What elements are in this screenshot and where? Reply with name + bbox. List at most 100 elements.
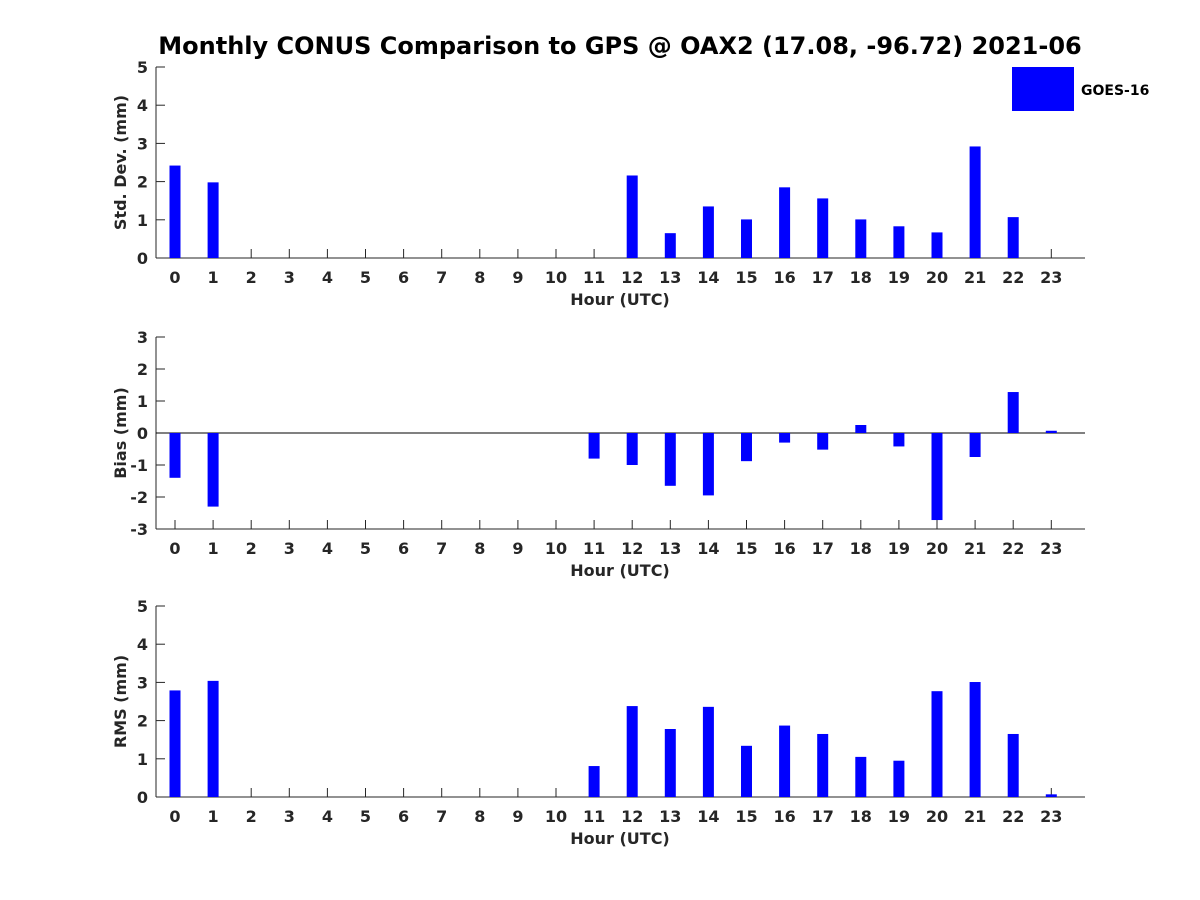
x-tick-label: 15	[735, 268, 757, 287]
bar-std-hour-0	[169, 165, 181, 258]
bar-rms-hour-15	[741, 745, 752, 797]
x-tick-label: 7	[436, 268, 447, 287]
x-tick-label: 1	[208, 268, 219, 287]
bar-bias-hour-20	[931, 433, 943, 521]
bar-bias-hour-1	[207, 433, 219, 507]
x-tick-label: 0	[169, 807, 180, 826]
bar-bias-hour-13	[664, 433, 676, 486]
bar-std-hour-13	[664, 233, 676, 258]
bar-std-hour-21	[969, 146, 981, 258]
y-tick-label: -3	[130, 520, 148, 539]
x-tick-label: 18	[850, 539, 872, 558]
y-tick-label: 3	[137, 134, 148, 153]
bar-bias-hour-21	[969, 433, 981, 457]
x-tick-label: 17	[812, 268, 834, 287]
bar-rms-hour-13	[664, 729, 676, 797]
x-tick-label: 2	[246, 539, 257, 558]
y-tick-label: 2	[137, 173, 148, 192]
y-tick-label: 5	[137, 58, 148, 77]
x-tick-label: 4	[322, 268, 333, 287]
x-tick-label: 10	[545, 268, 567, 287]
x-tick-label: 8	[474, 268, 485, 287]
x-tick-label: 11	[583, 539, 605, 558]
x-tick-label: 20	[926, 268, 948, 287]
bar-std-hour-17	[817, 198, 829, 258]
x-tick-label: 19	[888, 807, 910, 826]
x-tick-label: 6	[398, 539, 409, 558]
x-tick-label: 16	[773, 268, 795, 287]
legend-swatch	[1012, 67, 1074, 111]
x-axis-label: Hour (UTC)	[570, 829, 670, 848]
y-tick-label: 4	[137, 96, 148, 115]
bar-bias-hour-16	[779, 433, 791, 443]
bar-rms-hour-11	[588, 766, 600, 797]
bar-std-hour-1	[207, 182, 219, 258]
x-tick-label: 21	[964, 807, 986, 826]
y-tick-label: -1	[130, 456, 148, 475]
x-tick-label: 6	[398, 268, 409, 287]
x-tick-label: 8	[474, 807, 485, 826]
y-tick-label: -2	[130, 488, 148, 507]
x-tick-label: 12	[621, 807, 643, 826]
bar-bias-hour-11	[588, 433, 600, 459]
bar-bias-hour-23	[1045, 430, 1057, 433]
y-tick-label: 2	[137, 712, 148, 731]
x-tick-label: 9	[512, 268, 523, 287]
y-tick-label: 1	[137, 392, 148, 411]
x-axis-label: Hour (UTC)	[570, 561, 670, 580]
bar-std-hour-15	[741, 219, 752, 258]
bar-bias-hour-18	[855, 425, 867, 433]
x-tick-label: 20	[926, 539, 948, 558]
bar-bias-hour-0	[169, 433, 181, 478]
x-tick-label: 14	[697, 807, 719, 826]
x-tick-label: 13	[659, 539, 681, 558]
y-tick-label: 5	[137, 597, 148, 616]
legend: GOES-16	[1011, 66, 1149, 112]
y-tick-label: 3	[137, 673, 148, 692]
bar-rms-hour-14	[702, 706, 714, 797]
x-tick-label: 8	[474, 539, 485, 558]
y-tick-label: 2	[137, 360, 148, 379]
x-tick-label: 13	[659, 268, 681, 287]
x-tick-label: 10	[545, 807, 567, 826]
bar-bias-hour-12	[626, 433, 638, 465]
x-tick-label: 1	[208, 539, 219, 558]
bar-rms-hour-19	[893, 760, 905, 797]
x-tick-label: 23	[1040, 807, 1062, 826]
x-tick-label: 2	[246, 268, 257, 287]
bar-rms-hour-21	[969, 682, 981, 797]
x-tick-label: 4	[322, 539, 333, 558]
x-tick-label: 3	[284, 268, 295, 287]
bar-bias-hour-15	[741, 433, 752, 462]
x-tick-label: 12	[621, 539, 643, 558]
y-tick-label: 1	[137, 211, 148, 230]
x-tick-label: 14	[697, 539, 719, 558]
legend-label: GOES-16	[1081, 83, 1149, 99]
x-tick-label: 23	[1040, 268, 1062, 287]
y-tick-label: 3	[137, 328, 148, 347]
x-tick-label: 16	[773, 539, 795, 558]
x-tick-label: 5	[360, 268, 371, 287]
bar-std-hour-16	[779, 187, 791, 258]
x-tick-label: 2	[246, 807, 257, 826]
bar-rms-hour-18	[855, 756, 867, 797]
bar-std-hour-14	[702, 206, 714, 258]
x-tick-label: 6	[398, 807, 409, 826]
bar-rms-hour-12	[626, 706, 638, 797]
x-tick-label: 19	[888, 268, 910, 287]
x-tick-label: 15	[735, 539, 757, 558]
bar-std-hour-19	[893, 226, 905, 258]
y-axis-label: Std. Dev. (mm)	[111, 95, 130, 230]
bar-bias-hour-14	[702, 433, 714, 496]
bar-rms-hour-0	[169, 690, 181, 797]
x-tick-label: 7	[436, 807, 447, 826]
x-tick-label: 9	[512, 539, 523, 558]
x-tick-label: 9	[512, 807, 523, 826]
chart-title: Monthly CONUS Comparison to GPS @ OAX2 (…	[158, 32, 1081, 60]
x-tick-label: 3	[284, 539, 295, 558]
x-tick-label: 4	[322, 807, 333, 826]
x-tick-label: 5	[360, 539, 371, 558]
